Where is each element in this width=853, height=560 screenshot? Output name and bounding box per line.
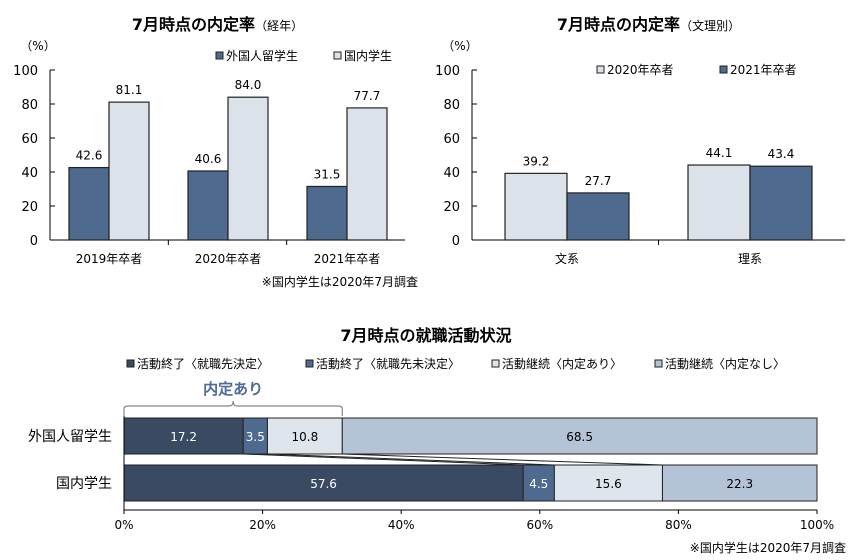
chart1-data-label: 77.7 <box>354 89 381 103</box>
chart3-bar-segment <box>341 417 818 455</box>
chart3-note: ※国内学生は2020年7月調査 <box>690 540 846 555</box>
chart3-x-tick-label: 40% <box>388 518 415 532</box>
chart3-data-label: 3.5 <box>246 430 265 444</box>
chart3-data-label: 15.6 <box>595 477 622 491</box>
chart2-y-tick-label: 100 <box>435 64 460 79</box>
chart1-unit-label: （%） <box>20 39 55 53</box>
chart1-data-label: 81.1 <box>116 83 143 97</box>
chart3-legend: 活動継続〈内定あり〉 <box>502 356 622 371</box>
chart1-data-label: 42.6 <box>76 149 103 163</box>
chart1-y-tick-label: 60 <box>21 132 38 147</box>
chart3-title: 7月時点の就職活動状況 <box>340 326 511 345</box>
chart1-x-tick-label: 2020年卒者 <box>195 252 262 266</box>
chart3-bar-segment <box>522 464 555 502</box>
chart1-legend: 外国人留学生 <box>226 48 298 63</box>
chart3-category-label: 国内学生 <box>56 476 112 492</box>
chart2-data-label: 27.7 <box>585 174 612 188</box>
chart2-legend-swatch <box>719 65 728 74</box>
chart3-legend: 活動終了〈就職先未決定〉 <box>316 356 460 371</box>
chart1-bar <box>68 166 110 241</box>
chart3-data-label: 10.8 <box>292 430 319 444</box>
chart1-bar <box>187 170 229 241</box>
chart3-connector-line <box>267 453 555 466</box>
chart3-connector-line <box>342 453 663 466</box>
chart1-y-tick-label: 0 <box>30 234 38 249</box>
chart3-x-tick-label: 100% <box>800 518 834 532</box>
chart3-bar-segment <box>553 464 663 502</box>
chart1-bar <box>306 185 348 241</box>
chart1-bar <box>346 107 388 241</box>
chart1-y-tick-label: 20 <box>21 200 38 215</box>
chart3-x-tick-label: 60% <box>526 518 553 532</box>
chart1-title: 7月時点の内定率（経年） <box>132 15 303 34</box>
chart3-legend-swatch <box>654 359 663 368</box>
chart3-annotation: 内定あり <box>203 380 263 398</box>
chart2-legend-swatch <box>596 65 605 74</box>
chart1-y-tick-label: 100 <box>13 64 38 79</box>
chart3-bar-segment <box>123 417 244 455</box>
chart2-bar <box>687 164 751 241</box>
chart1-x-tick-label: 2019年卒者 <box>76 252 143 266</box>
chart3-data-label: 4.5 <box>529 477 548 491</box>
chart2-legend: 2021年卒者 <box>730 63 797 77</box>
chart1-y-tick-label: 80 <box>21 98 38 113</box>
chart1-bar <box>227 96 269 241</box>
chart3-x-tick-label: 20% <box>249 518 276 532</box>
chart2-x-tick-label: 理系 <box>738 252 762 266</box>
chart3-bar-segment <box>242 417 268 455</box>
chart3-legend-swatch <box>305 359 314 368</box>
chart3-legend: 活動継続〈内定なし〉 <box>665 356 785 371</box>
chart2-title: 7月時点の内定率（文理別） <box>557 15 740 34</box>
chart1-legend-swatch <box>215 51 224 60</box>
chart3-category-label: 外国人留学生 <box>28 429 112 445</box>
chart1-note: ※国内学生は2020年7月調査 <box>262 274 418 289</box>
chart2-bar <box>566 192 630 241</box>
chart3-x-tick-label: 80% <box>665 518 692 532</box>
chart2-y-tick-label: 20 <box>443 200 460 215</box>
chart3-legend-swatch <box>491 359 500 368</box>
chart1-data-label: 40.6 <box>195 152 222 166</box>
chart1-legend: 国内学生 <box>344 48 392 63</box>
chart3-data-label: 57.6 <box>310 477 337 491</box>
chart1-data-label: 31.5 <box>314 167 341 181</box>
chart3-connector-line <box>243 453 524 466</box>
chart2-y-tick-label: 60 <box>443 132 460 147</box>
chart3-data-label: 68.5 <box>566 430 593 444</box>
chart2-y-tick-label: 80 <box>443 98 460 113</box>
chart3-data-label: 17.2 <box>170 430 197 444</box>
chart3-legend-swatch <box>126 359 135 368</box>
chart3-bar-segment <box>661 464 818 502</box>
chart3-bar-segment <box>266 417 343 455</box>
chart2-bar <box>749 165 813 241</box>
chart2-x-tick-label: 文系 <box>555 251 579 266</box>
chart3-legend: 活動終了〈就職先決定〉 <box>137 356 269 371</box>
chart2-data-label: 39.2 <box>523 154 550 168</box>
chart1-bar <box>108 101 150 241</box>
chart2-unit-label: （%） <box>442 39 477 53</box>
chart3-bracket <box>123 400 343 416</box>
chart1-data-label: 84.0 <box>235 78 262 92</box>
chart3-x-tick-label: 0% <box>114 518 133 532</box>
chart2-data-label: 43.4 <box>768 147 795 161</box>
chart2-bar <box>504 172 568 241</box>
chart1-y-tick-label: 40 <box>21 166 38 181</box>
chart2-legend: 2020年卒者 <box>607 63 674 77</box>
chart2-y-tick-label: 40 <box>443 166 460 181</box>
chart2-y-tick-label: 0 <box>452 234 460 249</box>
chart1-x-tick-label: 2021年卒者 <box>314 252 381 266</box>
chart1-legend-swatch <box>333 51 342 60</box>
chart3-data-label: 22.3 <box>726 477 753 491</box>
chart2-data-label: 44.1 <box>706 146 733 160</box>
chart3-bar-segment <box>123 464 524 502</box>
